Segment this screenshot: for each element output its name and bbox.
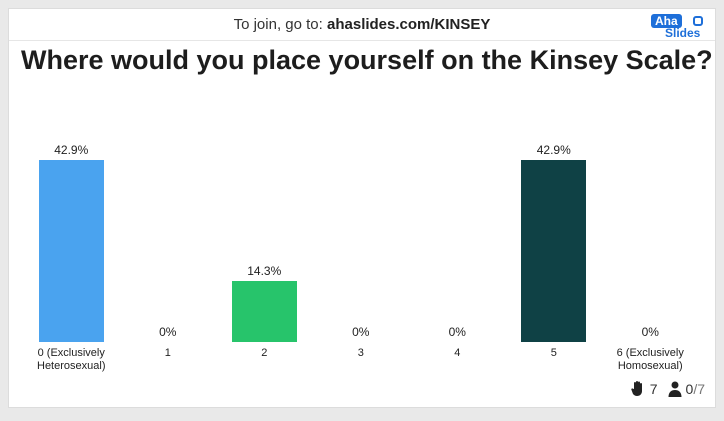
value-label-5: 42.9% <box>536 143 571 157</box>
category-label-0: 0 (Exclusively Heterosexual) <box>37 347 106 372</box>
footer-stats: 7 0/7 <box>630 380 705 397</box>
value-label-6: 0% <box>641 325 659 339</box>
raised-hand-icon <box>631 381 642 396</box>
value-label-0: 42.9% <box>54 143 89 157</box>
ahaslides-logo: Aha Slides <box>651 14 709 40</box>
category-label-3: 3 <box>357 347 364 359</box>
category-label-1: 1 <box>164 347 171 359</box>
slide: To join, go to: ahaslides.com/KINSEY Aha… <box>8 8 716 408</box>
bar-5 <box>521 160 587 342</box>
bar-0 <box>38 160 104 342</box>
question-title: Where would you place yourself on the Ki… <box>21 45 713 75</box>
participants-count: 0 <box>685 380 694 397</box>
category-label-2: 2 <box>261 347 268 359</box>
join-url[interactable]: ahaslides.com/KINSEY <box>327 16 491 33</box>
category-label-4: 4 <box>454 347 461 359</box>
value-label-4: 0% <box>448 325 466 339</box>
category-label-5: 5 <box>550 347 557 359</box>
bar-2 <box>231 281 297 342</box>
category-label-6: 6 (Exclusively Homosexual) <box>616 347 684 372</box>
join-banner: To join, go to: ahaslides.com/KINSEY <box>9 9 715 41</box>
value-label-1: 0% <box>159 325 177 339</box>
logo-top-text: Aha <box>651 14 682 28</box>
bar-chart: 42.9% 0 (Exclusively Heterosexual) 0% 1 14.3… <box>9 9 717 409</box>
value-label-2: 14.3% <box>247 264 282 278</box>
join-prefix: To join, go to: <box>233 16 327 33</box>
smile-icon <box>693 16 703 26</box>
person-icon <box>668 381 682 397</box>
participants-total: /7 <box>693 380 705 397</box>
responses-count: 7 <box>649 380 658 397</box>
value-label-3: 0% <box>352 325 370 339</box>
logo-bottom-text: Slides <box>665 26 701 40</box>
